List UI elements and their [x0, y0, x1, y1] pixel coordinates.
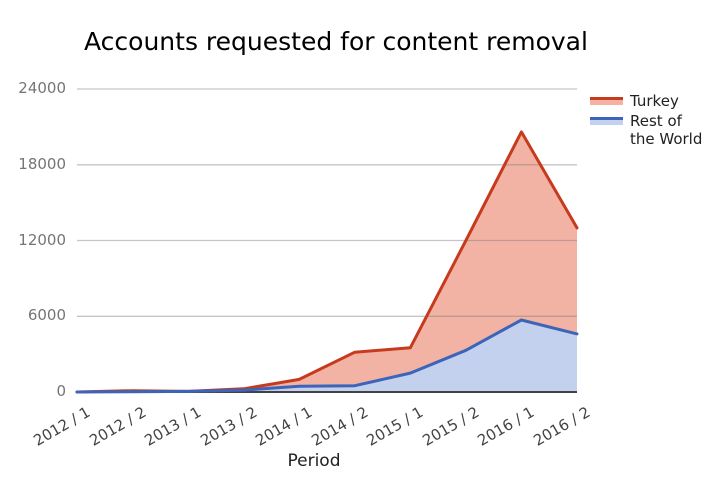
legend-item-rest-of-the-world: Rest of the World — [590, 112, 716, 148]
chart-title: Accounts requested for content removal — [84, 27, 588, 56]
y-axis-labels: 0 6000 12000 18000 24000 — [0, 0, 66, 485]
legend-item-turkey: Turkey — [590, 92, 716, 110]
x-tick-label: 2016 / 2 — [530, 403, 593, 450]
rest-of-the-world-area — [77, 320, 577, 392]
y-tick-label: 6000 — [27, 306, 66, 324]
x-tick-label: 2013 / 1 — [141, 403, 204, 450]
legend-swatch-rest-of-the-world — [590, 117, 623, 125]
x-tick-label: 2012 / 2 — [86, 403, 149, 450]
x-tick-label: 2015 / 2 — [419, 403, 482, 450]
y-tick-label: 12000 — [18, 231, 66, 249]
y-tick-label: 24000 — [18, 79, 66, 97]
x-tick-label: 2012 / 1 — [30, 403, 94, 450]
x-tick-label: 2013 / 2 — [197, 403, 260, 450]
x-tick-label: 2016 / 1 — [474, 403, 537, 450]
x-axis-title: Period — [287, 451, 341, 471]
x-tick-label: 2014 / 1 — [252, 403, 315, 450]
legend-swatch-turkey — [590, 97, 623, 105]
rest-of-the-world-line — [75, 318, 579, 394]
turkey-area — [77, 131, 577, 392]
y-tick-label: 18000 — [18, 155, 66, 173]
x-tick-label: 2014 / 2 — [308, 403, 371, 450]
legend-label: Turkey — [630, 92, 679, 110]
legend: Turkey Rest of the World — [590, 92, 716, 150]
x-tick-label: 2015 / 1 — [363, 403, 426, 450]
legend-label: Rest of the World — [630, 112, 703, 148]
y-tick-label: 0 — [56, 382, 66, 400]
